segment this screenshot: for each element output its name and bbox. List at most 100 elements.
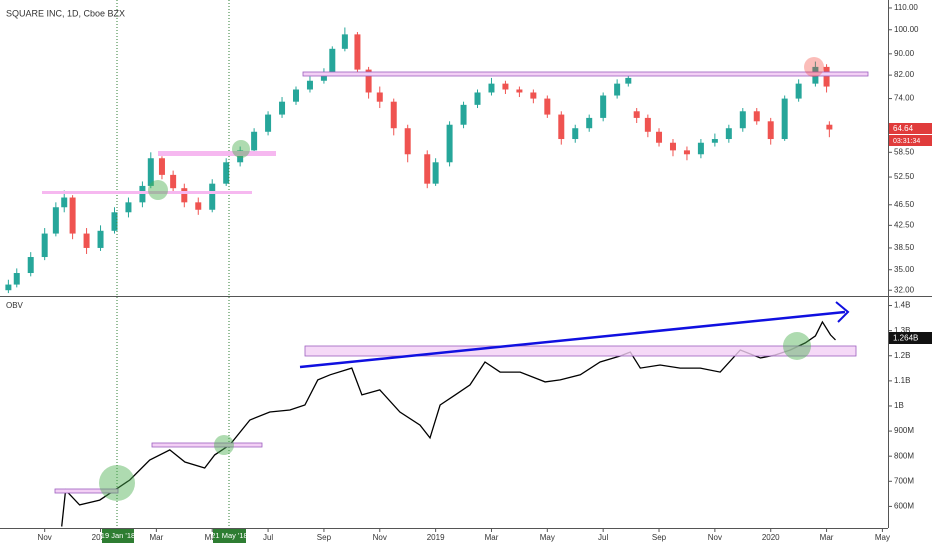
candle-body <box>147 158 154 186</box>
y-tick-label: 32.00 <box>894 285 915 294</box>
highlight-circle <box>783 332 811 360</box>
candle-body <box>488 83 495 93</box>
candle-body <box>251 131 258 151</box>
candle-body <box>432 162 439 184</box>
candle-body <box>195 202 202 210</box>
pane-title: OBV <box>6 301 24 310</box>
candle-body <box>223 162 230 184</box>
date-flag <box>102 529 134 543</box>
highlight-circle <box>232 140 250 158</box>
x-tick-label: Mar <box>485 533 499 542</box>
trend-arrow <box>299 310 846 369</box>
y-tick-label: 1B <box>894 401 904 410</box>
candle-body <box>376 92 383 102</box>
y-tick-label: 82.00 <box>894 70 915 79</box>
candle-body <box>446 124 453 163</box>
y-tick-label: 1.3B <box>894 326 910 335</box>
candle-body <box>767 121 774 140</box>
y-tick-label: 46.50 <box>894 200 915 209</box>
candle-body <box>97 230 104 248</box>
candle-body <box>460 104 467 125</box>
candle-body <box>683 150 690 155</box>
candle-body <box>170 174 177 189</box>
candle-body <box>669 142 676 151</box>
candle-body <box>826 124 833 130</box>
zone <box>54 488 119 494</box>
candle-body <box>237 150 244 163</box>
zone <box>42 191 252 194</box>
candle-body <box>61 197 68 208</box>
candle-body <box>781 98 788 140</box>
x-tick-label: Jul <box>263 533 273 542</box>
y-tick-label: 1.2B <box>894 351 910 360</box>
y-tick-label: 58.50 <box>894 147 915 156</box>
candle-body <box>158 158 165 175</box>
y-tick-label: 1.1B <box>894 376 910 385</box>
highlight-circle <box>214 435 234 455</box>
y-tick-label: 600M <box>894 502 914 511</box>
candle-body <box>739 111 746 129</box>
candle-body <box>600 95 607 118</box>
candle-body <box>753 111 760 122</box>
zone <box>158 151 276 156</box>
candle-body <box>265 114 272 132</box>
last-obv: 1.264B <box>893 334 918 343</box>
candle-body <box>644 117 651 132</box>
candle-body <box>625 77 632 84</box>
x-tick-label: 2019 <box>427 533 445 542</box>
x-tick-label: Mar <box>820 533 834 542</box>
candle-body <box>209 183 216 210</box>
last-obv-box <box>889 332 932 344</box>
candle-body <box>139 185 146 203</box>
candle-body <box>424 154 431 184</box>
candle-body <box>711 139 718 143</box>
candle-body <box>279 101 286 115</box>
y-tick-label: 900M <box>894 426 914 435</box>
candle-body <box>341 34 348 49</box>
candle-body <box>572 128 579 140</box>
y-tick-label: 110.00 <box>894 3 918 12</box>
y-tick-label: 800M <box>894 451 914 460</box>
x-tick-label: Nov <box>373 533 387 542</box>
candle-body <box>795 83 802 99</box>
candle-body <box>306 80 313 90</box>
candle-body <box>111 212 118 231</box>
y-tick-label: 38.50 <box>894 243 915 252</box>
highlight-circle <box>804 57 824 77</box>
chart-title: SQUARE INC, 1D, Cboe BZX <box>6 8 125 18</box>
x-tick-label: 2018 <box>92 533 110 542</box>
x-tick-label: Nov <box>38 533 52 542</box>
y-tick-label: 42.50 <box>894 220 915 229</box>
candle-body <box>390 101 397 129</box>
x-tick-label: Nov <box>708 533 722 542</box>
candle-body <box>354 34 361 70</box>
y-tick-label: 74.00 <box>894 94 915 103</box>
candle-body <box>725 128 732 140</box>
zone <box>304 345 857 357</box>
candle-body <box>41 233 48 258</box>
candle-body <box>544 98 551 115</box>
candle-body <box>697 142 704 155</box>
candle-body <box>329 48 336 73</box>
candle-body <box>586 117 593 129</box>
y-tick-label: 700M <box>894 476 914 485</box>
y-tick-label: 100.00 <box>894 25 919 34</box>
candle-body <box>633 111 640 118</box>
candle-body <box>558 114 565 140</box>
countdown: 03:31:34 <box>893 138 920 145</box>
candle-body <box>181 188 188 203</box>
y-tick-label: 52.50 <box>894 172 915 181</box>
candle-body <box>656 131 663 143</box>
candle-body <box>27 257 34 274</box>
candle-body <box>502 83 509 90</box>
x-tick-label: Sep <box>652 533 667 542</box>
zone <box>302 71 869 77</box>
highlight-circle <box>148 180 168 200</box>
highlight-circle <box>99 465 135 501</box>
candle-body <box>365 69 372 93</box>
y-tick-label: 1.4B <box>894 301 910 310</box>
date-flag-label: 21 May '18 <box>211 531 247 540</box>
x-tick-label: May <box>540 533 555 542</box>
arrow-head <box>835 301 850 323</box>
